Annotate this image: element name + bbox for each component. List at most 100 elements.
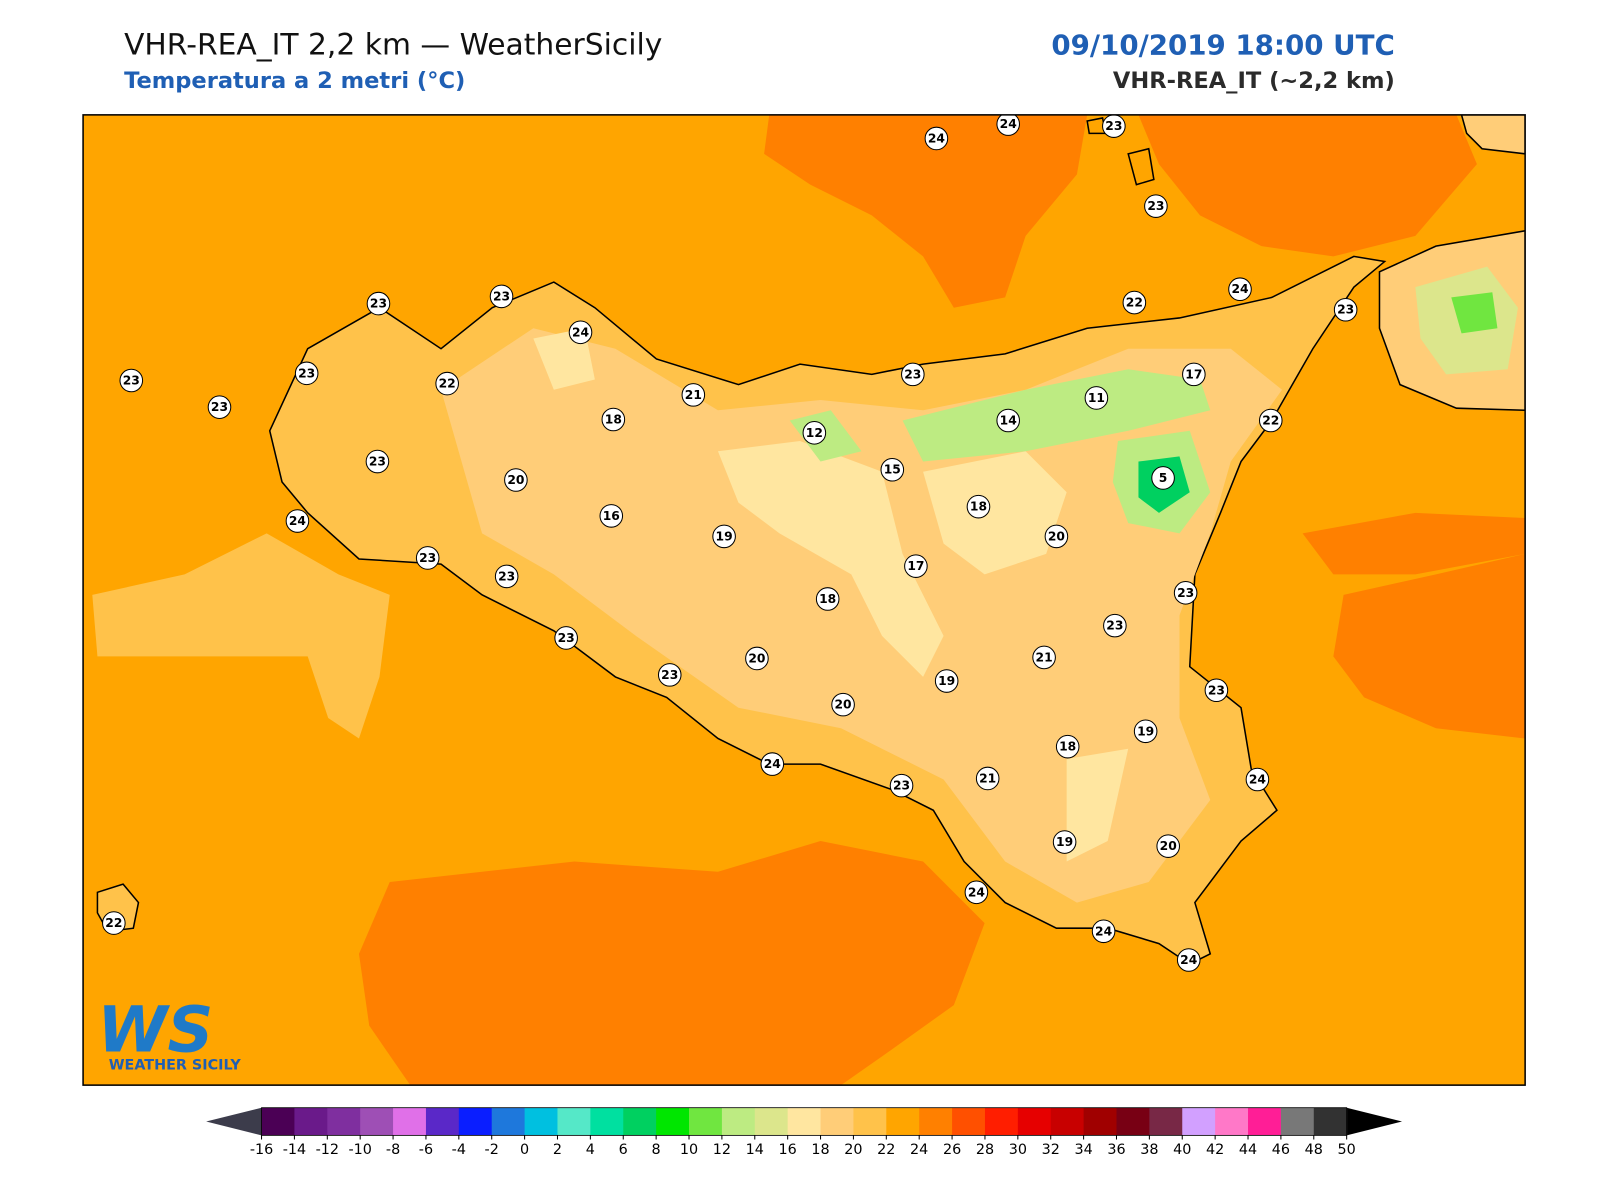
- colorbar-tick-label: 32: [1042, 1142, 1060, 1158]
- station-value: 17: [907, 559, 924, 573]
- model-label: VHR-REA_IT (~2,2 km): [1113, 68, 1395, 94]
- station-marker: [1091, 919, 1116, 944]
- station-marker: [1084, 386, 1109, 410]
- colorbar-tick-label: -8: [386, 1142, 400, 1158]
- station-value: 23: [211, 400, 228, 414]
- colorbar-tick-label: 16: [779, 1142, 797, 1158]
- station-marker: [366, 291, 391, 316]
- map-frame: [82, 114, 1526, 1086]
- station-marker: [599, 504, 624, 528]
- station-value: 21: [979, 771, 996, 785]
- station-marker: [1245, 767, 1270, 792]
- station-value: 23: [370, 297, 387, 311]
- station-marker: [554, 626, 578, 650]
- station-value: 23: [498, 569, 515, 583]
- colorbar-segment: [853, 1107, 887, 1136]
- colorbar-segment: [590, 1107, 624, 1136]
- station-marker: [1103, 613, 1127, 638]
- colorbar-tick-label: 12: [713, 1142, 731, 1158]
- station-marker: [802, 421, 827, 445]
- station-marker: [489, 284, 514, 309]
- colorbar-segment: [425, 1107, 460, 1136]
- station-value: 20: [1048, 529, 1065, 543]
- colorbar-segment: [1050, 1107, 1085, 1136]
- station-value: 20: [507, 473, 524, 487]
- colorbar-segment: [754, 1107, 789, 1136]
- warm-zone: [764, 114, 1088, 308]
- station-marker: [831, 692, 855, 717]
- colorbar-tick-label: 8: [652, 1142, 661, 1158]
- warm-zone: [358, 841, 985, 1086]
- colorbar-segment: [689, 1107, 723, 1136]
- station-marker: [601, 407, 626, 432]
- colorbar-segment: [886, 1107, 920, 1136]
- station-value: 23: [419, 551, 436, 565]
- station-value: 24: [1095, 924, 1112, 938]
- station-value: 22: [1262, 414, 1279, 428]
- colorbar-segment: [1083, 1107, 1118, 1136]
- station-marker: [815, 587, 840, 611]
- warm-zone: [1302, 512, 1526, 575]
- station-value: 23: [1147, 199, 1164, 213]
- station-marker: [1228, 277, 1252, 302]
- station-value: 23: [1105, 119, 1122, 133]
- station-value: 19: [938, 674, 955, 688]
- station-marker: [880, 457, 905, 482]
- station-marker: [365, 449, 390, 474]
- logo-text: WEATHER SICILY: [109, 1058, 242, 1074]
- station-value: 24: [289, 514, 306, 528]
- colorbar: -16 -14 -12 -10 -8 -6 -4 -2 0 2 4 6 8 10 12 14 16 18 20 22 2…: [206, 1107, 1403, 1158]
- station-marker: [712, 524, 736, 549]
- colorbar-tick-label: -14: [283, 1142, 306, 1158]
- colorbar-segment: [721, 1107, 756, 1136]
- colorbar-tick-label: 34: [1074, 1142, 1092, 1158]
- station-marker: [1032, 645, 1056, 670]
- colorbar-under: [206, 1107, 262, 1136]
- colorbar-tick-label: -12: [316, 1142, 339, 1158]
- station-value: 20: [835, 698, 852, 712]
- stations: 24 24 23 23 24 22 23 23 23 24 23 22 23 23 21 18 23 17 11 14…: [102, 114, 1358, 972]
- station-value: 11: [1088, 391, 1105, 405]
- colorbar-tick-label: 36: [1107, 1142, 1125, 1158]
- station-marker: [1333, 297, 1358, 322]
- station-marker: [1102, 114, 1126, 138]
- colorbar-tick-label: 42: [1206, 1142, 1224, 1158]
- colorbar-segment: [787, 1107, 822, 1136]
- station-marker: [745, 646, 769, 671]
- station-value: 24: [764, 757, 781, 771]
- station-value: 16: [603, 509, 620, 523]
- station-value: 23: [1177, 586, 1194, 600]
- station-marker: [964, 880, 989, 905]
- station-marker: [119, 368, 144, 393]
- warm-zone: [1138, 114, 1477, 257]
- colorbar-segment: [393, 1107, 427, 1136]
- station-marker: [1052, 830, 1077, 854]
- colorbar-tick-label: 30: [1009, 1142, 1027, 1158]
- station-marker: [285, 509, 310, 533]
- colorbar-segment: [1182, 1107, 1216, 1136]
- colorbar-tick-label: 6: [619, 1142, 628, 1158]
- colorbar-segment: [1280, 1107, 1315, 1136]
- station-value: 18: [819, 592, 836, 606]
- colorbar-tick-label: 38: [1140, 1142, 1158, 1158]
- colorbar-tick-label: -6: [419, 1142, 433, 1158]
- station-value: 23: [661, 668, 678, 682]
- colorbar-tick-label: 26: [943, 1142, 961, 1158]
- colorbar-tick-label: 0: [520, 1142, 529, 1158]
- colorbar-segment: [524, 1107, 558, 1136]
- colorbar-tick-label: 24: [910, 1142, 928, 1158]
- station-marker: [975, 766, 1000, 791]
- station-value: 23: [558, 631, 575, 645]
- station-value: 15: [884, 463, 901, 477]
- station-value: 22: [105, 916, 122, 930]
- colorbar-tick-label: -4: [452, 1142, 466, 1158]
- colorbar-over: [1346, 1107, 1403, 1136]
- station-value: 21: [1036, 650, 1053, 664]
- colorbar-segment: [1215, 1107, 1249, 1136]
- station-value: 18: [1059, 740, 1076, 754]
- station-value: 14: [1000, 414, 1017, 428]
- colorbar-segment: [656, 1107, 690, 1136]
- cool-zone: [92, 533, 390, 739]
- calabria: [1460, 114, 1526, 155]
- station-marker: [294, 361, 319, 386]
